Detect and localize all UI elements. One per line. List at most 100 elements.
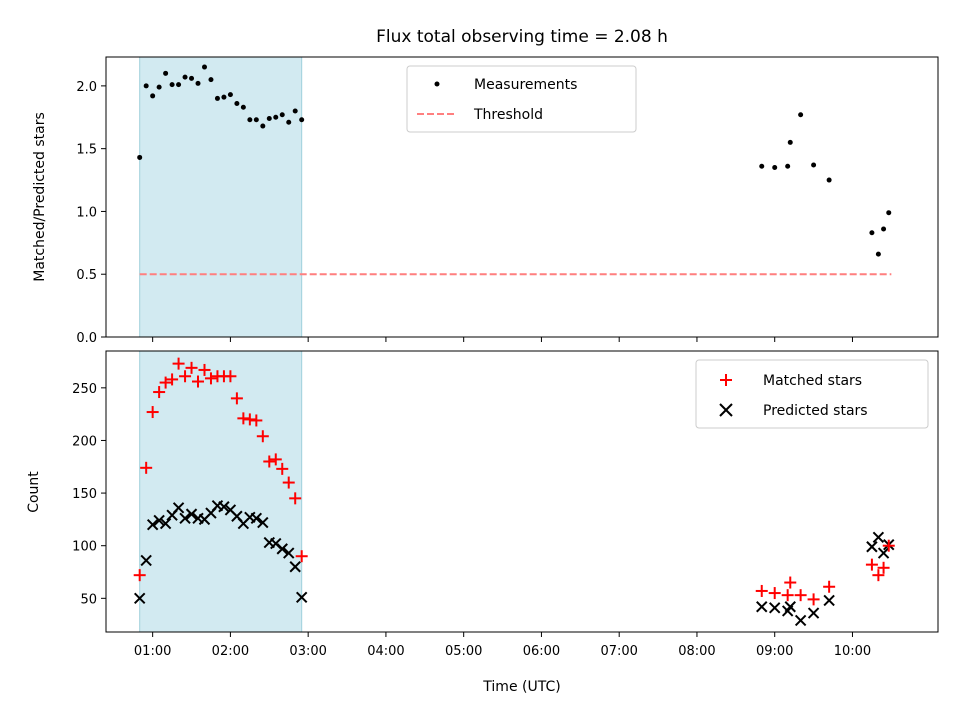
predicted-star-point [185,508,198,520]
predicted-star-point [140,554,152,567]
legend-predicted-label: Predicted stars [763,403,868,419]
matched-star-point [282,476,295,489]
measurement-point [189,75,195,81]
measurement-point [772,164,778,170]
measurement-point [292,108,298,114]
top-legend-box [406,65,637,133]
predicted-star-point [807,607,820,619]
matched-star-point [877,561,890,574]
matched-star-point [781,589,794,602]
measurement-point [260,123,266,129]
measurement-point [759,163,765,169]
measurement-point [798,112,804,118]
top-ytick-label: 1.0 [76,205,97,220]
matched-star-point [230,392,243,405]
predicted-star-point [172,502,185,514]
top-ylabel: Matched/Predicted stars [32,112,48,282]
matched-star-point [256,430,269,443]
predicted-star-point [877,547,890,559]
matched-star-point [768,587,781,600]
predicted-star-point [250,512,263,525]
measurement-point [869,230,875,236]
predicted-star-point [784,601,796,613]
matched-star-point [865,558,878,571]
measurement-point [299,117,305,123]
legend-matched-label: Matched stars [763,373,862,389]
bottom-plot-frame [105,350,939,633]
measurement-point [266,116,272,122]
predicted-star-point [289,561,301,573]
predicted-star-point [159,517,172,530]
measurement-point [886,210,892,216]
predicted-star-point [866,541,878,553]
top-ytick-label: 0.0 [76,331,97,346]
matched-star-point [784,576,797,589]
legend-measurements-marker [434,81,440,87]
matched-star-point [185,361,198,374]
bottom-xtick-label: 08:00 [678,644,715,659]
predicted-star-point [133,592,146,605]
matched-star-point [192,375,205,388]
predicted-star-point [257,516,269,529]
matched-star-point [250,414,263,427]
chart-title: Flux total observing time = 2.08 h [376,27,668,47]
measurement-point [227,92,233,98]
top-legend: Measurements Threshold [406,65,637,133]
matched-star-point [872,569,885,582]
measurement-point [195,80,201,86]
measurement-point [214,95,220,101]
matched-star-point [276,462,289,475]
measurement-point [787,139,793,145]
measurement-point [286,119,292,125]
top-plot-frame [105,56,939,338]
predicted-star-point [153,514,165,527]
measurement-point [881,226,887,232]
bottom-panel: 50 100 150 200 250 01:00 02:00 03:00 04:00 05:00 0… [26,350,939,695]
matched-star-point [807,593,820,606]
bottom-shaded-region [139,350,303,633]
matched-star-point [263,455,276,468]
measurement-point [156,84,162,90]
bottom-ytick-label: 50 [80,592,97,607]
bottom-xtick-label: 02:00 [212,644,249,659]
measurement-point [150,93,156,99]
bottom-xtick-label: 10:00 [834,644,871,659]
predicted-star-point [794,614,807,627]
matched-star-point [243,413,256,426]
measurement-point [163,70,169,76]
measurement-point [176,82,182,88]
bottom-xtick-label: 03:00 [289,644,326,659]
predicted-star-point [756,601,768,613]
bottom-xlabel: Time (UTC) [482,679,560,695]
matched-star-point [794,589,807,602]
matched-star-point [153,386,166,399]
measurement-point [137,154,143,160]
measurement-point [253,117,259,123]
measurement-point [182,74,188,80]
matched-star-point [289,492,302,505]
matched-star-point [198,363,211,376]
bottom-ytick-label: 150 [72,487,97,502]
predicted-star-point [283,547,295,559]
matched-star-point [179,370,192,383]
top-panel: 0.00.51.01.52.0 Matched/Predicted stars … [32,56,939,346]
bottom-xtick-label: 07:00 [600,644,637,659]
bottom-legend-box [695,359,929,429]
top-ytick-label: 1.5 [76,143,97,158]
top-ytick-label: 0.5 [76,268,97,283]
matched-star-point [140,461,153,474]
top-shaded-region [139,56,303,338]
measurement-point [169,82,175,88]
matched-star-point [269,453,282,466]
matched-star-point [882,539,895,552]
legend-threshold-label: Threshold [473,107,543,123]
bottom-xtick-label: 01:00 [134,644,171,659]
measurement-point [785,163,791,169]
bottom-ytick-label: 200 [72,434,97,449]
measurement-point [273,114,279,120]
matched-star-point [133,569,146,582]
measurement-point [247,117,253,123]
bottom-ytick-label: 100 [72,540,97,555]
bottom-ytick-label: 250 [72,382,97,397]
matched-star-point [224,370,237,383]
